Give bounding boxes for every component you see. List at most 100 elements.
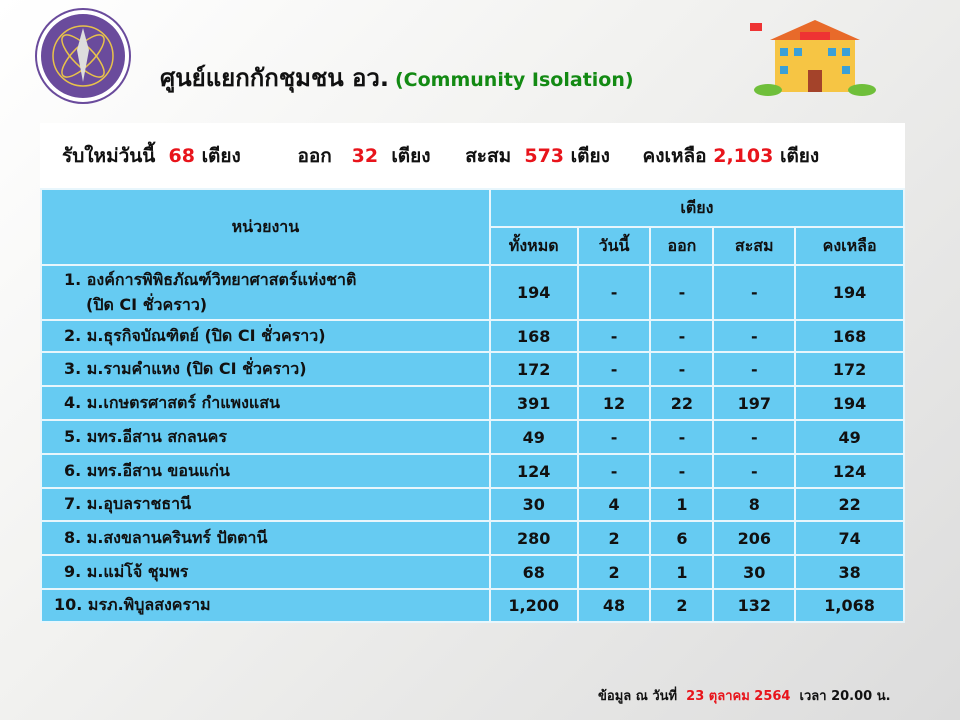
cell-remaining: 168	[794, 319, 905, 353]
cell-remaining: 172	[794, 351, 905, 387]
cell-out: 22	[649, 385, 715, 421]
remain-value: 2,103	[713, 145, 774, 167]
new-label: รับใหม่วันนี้	[62, 145, 156, 167]
cell-today: -	[576, 319, 652, 353]
timestamp-prefix: ข้อมูล ณ วันที่	[598, 689, 678, 704]
cell-out: -	[649, 419, 715, 455]
cell-total: 68	[488, 554, 579, 590]
cell-today: -	[576, 419, 652, 455]
title-thai: ศูนย์แยกกักชุมชน อว.	[160, 64, 389, 92]
cell-remaining: 38	[794, 554, 905, 590]
unit-name: 5. มทร.อีสาน สกลนคร	[40, 419, 491, 455]
summary-remain: คงเหลือ 2,103 เตียง	[643, 145, 820, 167]
unit-name: 6. มทร.อีสาน ขอนแก่น	[40, 453, 491, 489]
cell-cumulative: -	[712, 419, 797, 455]
beds-table: หน่วยงาน เตียง ทั้งหมด วันนี้ ออก สะสม คงเหลื…	[40, 188, 906, 623]
cum-label: สะสม	[465, 145, 512, 167]
col-header-beds: เตียง	[488, 188, 906, 228]
summary-cum: สะสม 573 เตียง	[465, 145, 610, 167]
out-label: ออก	[297, 145, 332, 167]
title-english: (Community Isolation)	[395, 69, 634, 91]
cell-out: 6	[649, 520, 715, 556]
cell-total: 280	[488, 520, 579, 556]
col-header-unit: หน่วยงาน	[40, 188, 491, 266]
cell-today: 48	[576, 588, 652, 623]
cell-cumulative: 197	[712, 385, 797, 421]
table-row: 5. มทร.อีสาน สกลนคร 49- - -49	[40, 419, 905, 455]
unit-name-text: 7. ม.อุบลราชธานี	[64, 494, 192, 513]
col-header-today: วันนี้	[576, 226, 652, 266]
cell-remaining: 74	[794, 520, 905, 556]
table-row: 6. มทร.อีสาน ขอนแก่น 124- - -124	[40, 453, 905, 489]
unit: เตียง	[779, 145, 820, 167]
cell-cumulative: -	[712, 453, 797, 489]
table-row: 3. ม.รามคำแหง (ปิด CI ชั่วคราว) 172- - -172	[40, 351, 905, 387]
table-row: 1. องค์การพิพิธภัณฑ์วิทยาศาสตร์แห่งชาติ (…	[40, 264, 905, 321]
table-row: 7. ม.อุบลราชธานี 30 4 1 8 22	[40, 487, 905, 522]
cell-cumulative: -	[712, 319, 797, 353]
community-isolation-building-icon	[750, 18, 880, 96]
cell-remaining: 1,068	[794, 588, 905, 623]
unit: เตียง	[570, 145, 610, 167]
cell-out: -	[649, 351, 715, 387]
col-header-out: ออก	[649, 226, 715, 266]
unit-name: 3. ม.รามคำแหง (ปิด CI ชั่วคราว)	[40, 351, 491, 387]
unit: เตียง	[201, 145, 241, 167]
unit-name-note: (ปิด CI ชั่วคราว)	[86, 294, 208, 314]
cell-today: -	[576, 264, 652, 321]
col-header-cumulative: สะสม	[712, 226, 797, 266]
cell-remaining: 22	[794, 487, 905, 522]
unit-name-text: 5. มทร.อีสาน สกลนคร	[64, 426, 227, 446]
cell-remaining: 194	[794, 385, 905, 421]
summary-out: ออก 32 เตียง	[297, 145, 430, 167]
col-header-remaining: คงเหลือ	[794, 226, 905, 266]
unit-name: 8. ม.สงขลานครินทร์ ปัตตานี	[40, 520, 491, 556]
unit-name: 7. ม.อุบลราชธานี	[40, 487, 491, 522]
unit-name: 1. องค์การพิพิธภัณฑ์วิทยาศาสตร์แห่งชาติ (…	[40, 264, 491, 321]
table-row: 8. ม.สงขลานครินทร์ ปัตตานี 280 2 6 206 74	[40, 520, 905, 556]
summary-bar: รับใหม่วันนี้ 68 เตียง ออก 32 เตียง สะสม…	[40, 123, 905, 188]
cell-today: 12	[576, 385, 652, 421]
unit-name-text: 8. ม.สงขลานครินทร์ ปัตตานี	[64, 527, 268, 547]
cell-remaining: 124	[794, 453, 905, 489]
table-row: 9. ม.แม่โจ้ ชุมพร 68 2 1 30 38	[40, 554, 905, 590]
timestamp-date: 23 ตุลาคม 2564	[686, 689, 791, 704]
data-timestamp: ข้อมูล ณ วันที่ 23 ตุลาคม 2564 เวลา 20.0…	[598, 685, 891, 706]
unit-name-text: 3. ม.รามคำแหง (ปิด CI ชั่วคราว)	[64, 358, 307, 378]
cell-total: 168	[488, 319, 579, 353]
timestamp-time: เวลา 20.00 น.	[799, 689, 891, 704]
cell-remaining: 49	[794, 419, 905, 455]
cell-total: 1,200	[488, 588, 579, 623]
unit-name-text: 6. มทร.อีสาน ขอนแก่น	[64, 460, 230, 480]
new-value: 68	[168, 145, 195, 167]
unit-name: 9. ม.แม่โจ้ ชุมพร	[40, 554, 491, 590]
cell-remaining: 194	[794, 264, 905, 321]
out-value: 32	[351, 145, 379, 167]
unit-name: 4. ม.เกษตรศาสตร์ กำแพงแสน	[40, 385, 491, 421]
cell-today: 2	[576, 554, 652, 590]
col-header-total: ทั้งหมด	[488, 226, 579, 266]
table-row: 2. ม.ธุรกิจบัณฑิตย์ (ปิด CI ชั่วคราว) 168…	[40, 319, 905, 353]
cell-out: 1	[649, 554, 715, 590]
cell-cumulative: 30	[712, 554, 797, 590]
unit-name-text: 4. ม.เกษตรศาสตร์ กำแพงแสน	[64, 392, 280, 412]
cell-total: 391	[488, 385, 579, 421]
cell-cumulative: 206	[712, 520, 797, 556]
cell-today: -	[576, 453, 652, 489]
unit: เตียง	[391, 145, 431, 167]
page-title: ศูนย์แยกกักชุมชน อว. (Community Isolation…	[160, 58, 634, 97]
unit-name-text: 10. มรภ.พิบูลสงคราม	[54, 595, 211, 614]
cell-out: -	[649, 453, 715, 489]
table-row: 4. ม.เกษตรศาสตร์ กำแพงแสน 391 12 22 197 194	[40, 385, 905, 421]
ministry-seal-logo	[37, 10, 129, 102]
cell-today: 2	[576, 520, 652, 556]
cell-total: 49	[488, 419, 579, 455]
unit-name-text: 1. องค์การพิพิธภัณฑ์วิทยาศาสตร์แห่งชาติ	[64, 269, 357, 289]
unit-name: 2. ม.ธุรกิจบัณฑิตย์ (ปิด CI ชั่วคราว)	[40, 319, 491, 353]
cum-value: 573	[524, 145, 565, 167]
cell-total: 172	[488, 351, 579, 387]
cell-cumulative: -	[712, 351, 797, 387]
cell-today: 4	[576, 487, 652, 522]
cell-today: -	[576, 351, 652, 387]
cell-total: 30	[488, 487, 579, 522]
